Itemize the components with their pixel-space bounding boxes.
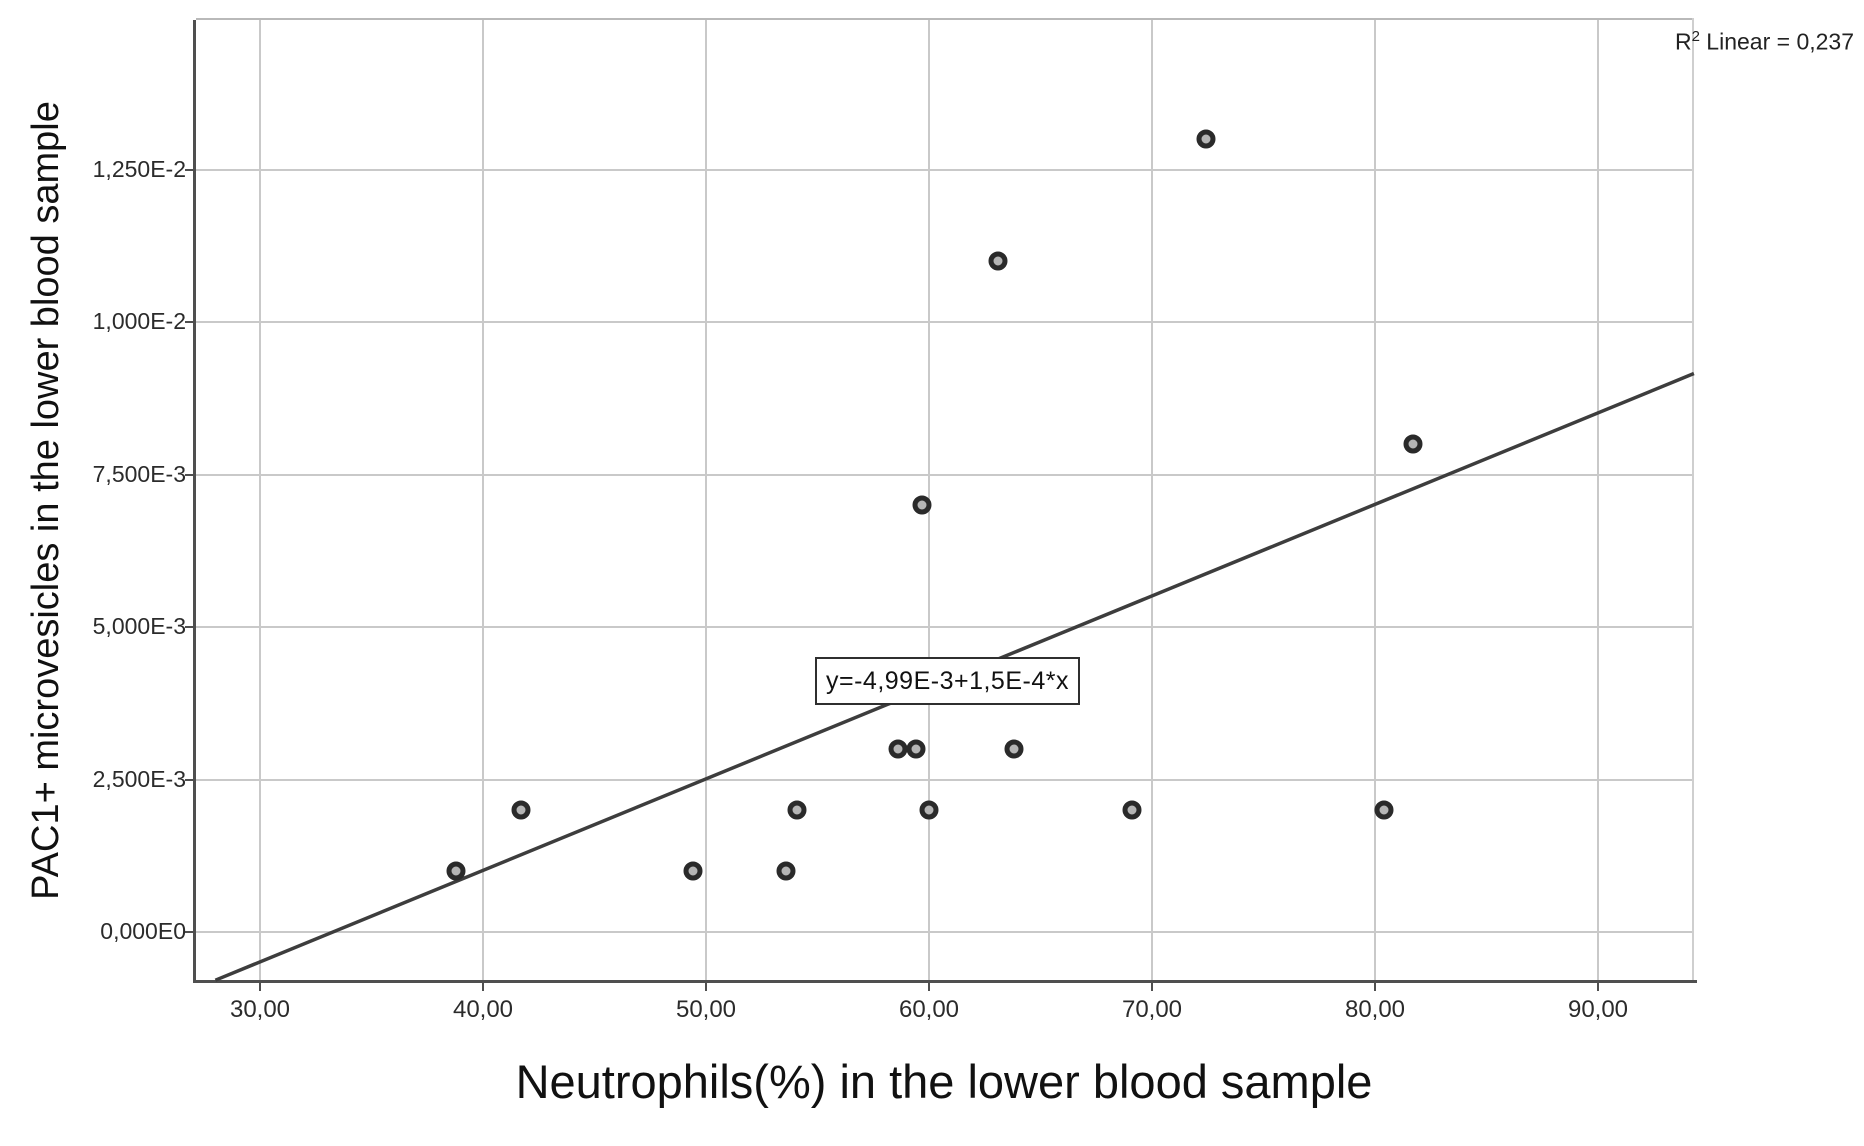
data-point	[1196, 129, 1216, 149]
r2-superscript: 2	[1691, 28, 1700, 45]
data-point	[912, 495, 932, 515]
equation-label: y=-4,99E-3+1,5E-4*x	[815, 657, 1080, 705]
horizontal-gridline	[196, 321, 1692, 323]
vertical-gridline	[1597, 20, 1599, 980]
y-tick-label: 7,500E-3	[92, 460, 186, 487]
x-axis-tick	[259, 983, 261, 991]
data-point	[511, 800, 531, 820]
y-axis-tick	[185, 473, 193, 476]
x-tick-label: 30,00	[229, 996, 291, 1023]
horizontal-gridline	[196, 931, 1692, 933]
vertical-gridline	[482, 20, 484, 980]
vertical-gridline	[1151, 20, 1153, 980]
x-tick-label: 90,00	[1567, 996, 1629, 1023]
horizontal-gridline	[196, 473, 1692, 476]
x-axis-line	[193, 980, 1697, 983]
y-tick-label: 1,250E-2	[92, 155, 186, 182]
x-tick-label: 60,00	[898, 996, 960, 1023]
r2-annotation: R2 Linear = 0,237	[1550, 28, 1854, 56]
data-point	[776, 861, 796, 881]
horizontal-gridline	[196, 168, 1692, 171]
y-axis-tick	[185, 626, 193, 628]
y-axis-tick	[185, 168, 193, 171]
y-axis-tick	[185, 778, 193, 781]
plot-right-border	[1692, 18, 1694, 981]
data-point	[919, 800, 939, 820]
x-axis-tick	[928, 983, 930, 991]
data-point	[1004, 739, 1024, 759]
vertical-gridline	[1374, 20, 1376, 980]
x-tick-label: 50,00	[675, 996, 737, 1023]
horizontal-gridline	[196, 626, 1692, 628]
y-tick-label: 2,500E-3	[92, 765, 186, 792]
data-point	[1374, 800, 1394, 820]
y-axis-line	[193, 20, 196, 983]
vertical-gridline	[705, 20, 707, 980]
y-axis-tick	[185, 931, 193, 933]
r2-prefix: R	[1674, 28, 1692, 55]
data-point	[446, 861, 466, 881]
data-point	[787, 800, 807, 820]
x-axis-tick	[705, 983, 707, 991]
vertical-gridline	[259, 20, 261, 980]
y-axis-tick	[185, 321, 193, 323]
data-point	[888, 739, 908, 759]
y-tick-label: 5,000E-3	[92, 613, 186, 639]
x-axis-tick	[1151, 983, 1153, 991]
x-axis-tick	[1374, 983, 1376, 991]
x-tick-label: 80,00	[1344, 996, 1406, 1023]
horizontal-gridline	[196, 778, 1692, 781]
data-point	[906, 739, 926, 759]
data-point	[1122, 800, 1142, 820]
x-axis-tick	[1597, 983, 1599, 991]
data-point	[683, 861, 703, 881]
x-axis-title: Neutrophils(%) in the lower blood sample	[515, 1055, 1373, 1108]
y-tick-label: 1,000E-2	[92, 308, 186, 334]
x-axis-tick	[482, 983, 484, 991]
plot-top-border	[196, 18, 1692, 20]
r2-text: Linear = 0,237	[1699, 28, 1854, 55]
x-tick-label: 70,00	[1121, 996, 1183, 1023]
data-point	[988, 251, 1008, 271]
x-tick-label: 40,00	[452, 996, 514, 1023]
y-tick-label: 0,000E0	[100, 918, 186, 944]
data-point	[1403, 434, 1423, 454]
